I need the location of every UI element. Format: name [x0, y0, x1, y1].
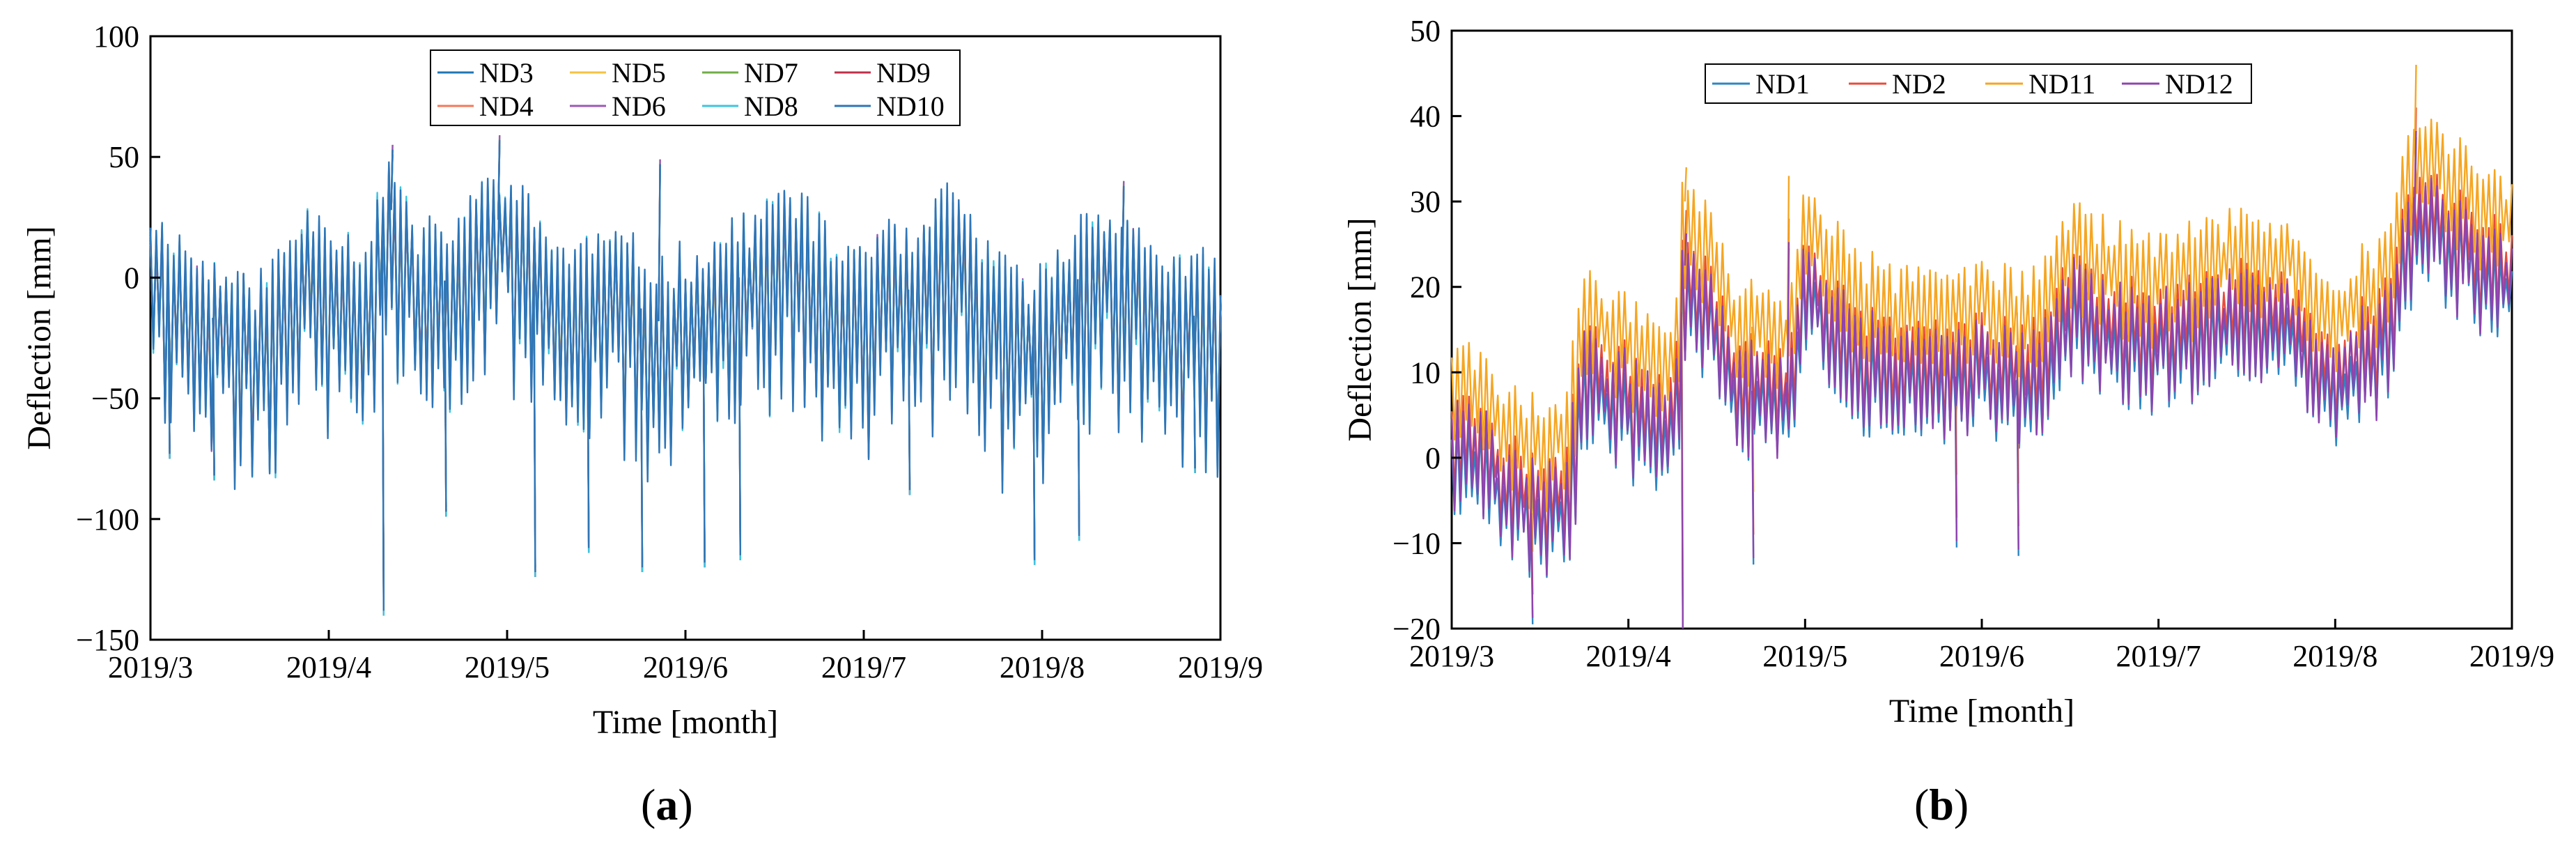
panel-label-b: (b)	[1914, 780, 1969, 829]
legend-label-nd3: ND3	[479, 57, 534, 89]
panel-letter-a: a	[655, 780, 678, 829]
legend-label-nd9: ND9	[876, 57, 931, 89]
y-tick-label-b: 20	[1410, 270, 1441, 305]
x-tick-label-a: 2019/7	[821, 650, 906, 684]
legend-label-nd11: ND11	[2028, 68, 2095, 100]
x-tick-label-b: 2019/8	[2292, 639, 2377, 673]
y-tick-label-b: 10	[1410, 355, 1441, 390]
y-axis-label-b: Deflection [mm]	[1342, 217, 1379, 441]
legend-label-nd8: ND8	[744, 91, 798, 122]
x-tick-label-a: 2019/8	[1000, 650, 1085, 684]
legend-a: ND3 ND5 ND7 ND9 ND4 ND6 ND8 ND10	[430, 49, 961, 126]
x-tick-label-a: 2019/6	[643, 650, 728, 684]
legend-box-a	[430, 49, 961, 126]
y-tick-label-b: 50	[1410, 14, 1441, 48]
legend-label-nd7: ND7	[744, 57, 798, 89]
x-tick-label-b: 2019/6	[1939, 639, 2024, 673]
y-tick-label-b: −20	[1392, 612, 1441, 646]
legend-label-nd1: ND1	[1755, 68, 1810, 100]
x-axis-label-a: Time [month]	[593, 704, 778, 741]
y-tick-label-a: 50	[109, 140, 139, 174]
y-tick-label-b: 0	[1425, 441, 1441, 475]
x-axis-label-b: Time [month]	[1889, 693, 2074, 730]
legend-b: ND1 ND2 ND11 ND12	[1705, 63, 2252, 104]
x-ticks-a: 2019/3 2019/4 2019/5 2019/6 2019/7 2019/8 2019…	[108, 630, 1263, 684]
x-tick-label-b: 2019/9	[2469, 639, 2554, 673]
legend-box-b	[1705, 63, 2252, 104]
legend-label-nd10: ND10	[876, 91, 945, 122]
x-tick-label-b: 2019/5	[1762, 639, 1847, 673]
legend-label-nd5: ND5	[612, 57, 666, 89]
legend-label-nd12: ND12	[2165, 68, 2233, 100]
y-tick-label-b: −10	[1392, 526, 1441, 560]
panel-label-a: (a)	[641, 780, 693, 829]
y-tick-label-a: −50	[91, 382, 139, 416]
x-tick-label-a: 2019/9	[1178, 650, 1263, 684]
x-tick-label-a: 2019/5	[465, 650, 550, 684]
y-tick-label-a: 100	[93, 20, 139, 54]
series-line-nd12	[1450, 130, 2513, 629]
y-tick-label-b: 40	[1410, 100, 1441, 134]
x-tick-label-b: 2019/3	[1409, 639, 1494, 673]
series-group-b	[1450, 64, 2513, 629]
x-tick-label-a: 2019/3	[108, 650, 193, 684]
y-tick-label-a: −100	[76, 502, 139, 537]
y-axis-label-a: Deflection [mm]	[21, 226, 58, 449]
x-tick-label-b: 2019/4	[1586, 639, 1671, 673]
series-group-a	[149, 134, 1222, 616]
y-ticks-a: −150 −100 −50 0 50 100	[76, 20, 160, 657]
x-ticks-b: 2019/3 2019/4 2019/5 2019/6 2019/7 2019/8 2019…	[1409, 619, 2554, 673]
series-line-nd10	[149, 139, 1222, 611]
y-ticks-b: −20 −10 0 10 20 30 40 50	[1392, 14, 1461, 646]
panel-letter-b: b	[1929, 780, 1954, 829]
x-tick-label-a: 2019/4	[286, 650, 371, 684]
y-tick-label-a: −150	[76, 623, 139, 657]
legend-label-nd2: ND2	[1892, 68, 1946, 100]
x-tick-label-b: 2019/7	[2116, 639, 2201, 673]
y-tick-label-a: 0	[124, 261, 139, 295]
legend-label-nd4: ND4	[479, 91, 534, 122]
y-tick-label-b: 30	[1410, 185, 1441, 219]
legend-label-nd6: ND6	[612, 91, 666, 122]
